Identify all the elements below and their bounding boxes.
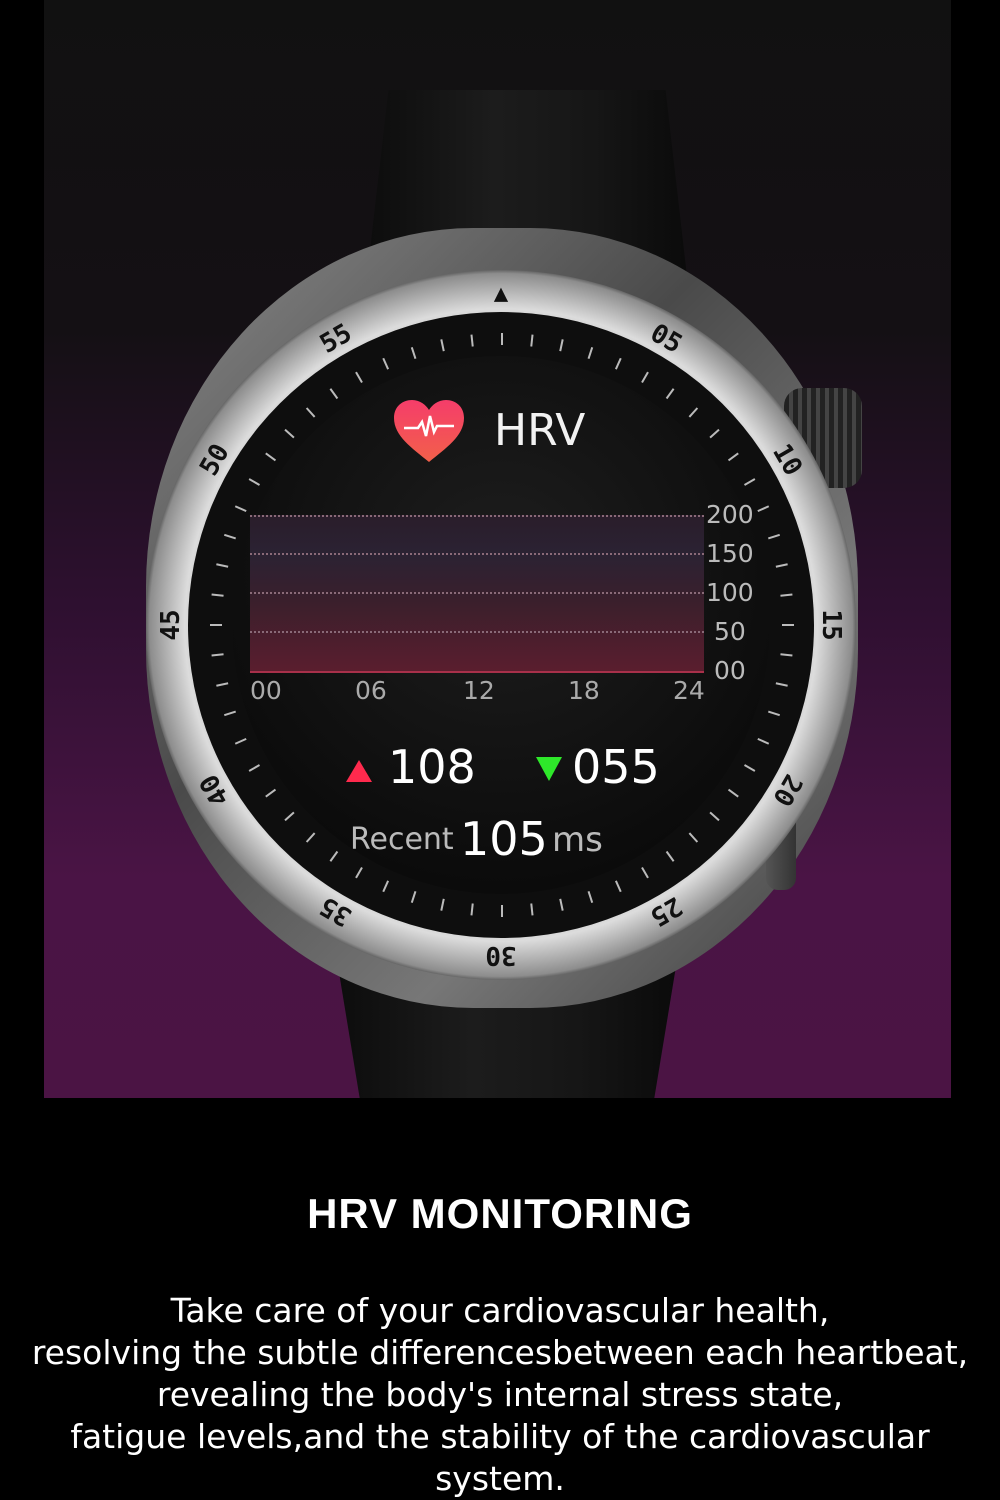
headline: HRV MONITORING	[307, 1190, 693, 1237]
grid-line	[250, 553, 704, 555]
max-arrow-up-icon	[346, 760, 372, 782]
description-line: resolving the subtle differencesbetween …	[31, 1333, 969, 1372]
minute-tick	[782, 624, 794, 626]
x-tick-label: 12	[463, 676, 495, 705]
description-line: Take care of your cardiovascular health,	[170, 1291, 830, 1330]
minute-tick	[501, 905, 503, 917]
description-line: revealing the body's internal stress sta…	[156, 1375, 844, 1414]
recent-value: 105	[460, 812, 548, 866]
bezel-number: 15	[816, 609, 846, 641]
y-tick-label: 100	[706, 578, 754, 607]
max-value: 108	[388, 740, 476, 794]
x-tick-label: 18	[568, 676, 600, 705]
product-image-panel: ▲ 05 10 15 20 25 30 35 40 45 50 55 HRV 200 150 100 …	[44, 0, 951, 1098]
description-line: system.	[435, 1459, 565, 1498]
x-tick-label: 24	[673, 676, 705, 705]
screen-title: HRV	[494, 405, 586, 456]
recent-unit: ms	[552, 820, 603, 860]
bezel-number: 45	[156, 609, 186, 641]
grid-line	[250, 592, 704, 594]
minute-tick	[501, 333, 503, 345]
grid-line	[250, 631, 704, 633]
recent-label: Recent	[350, 822, 454, 857]
heart-pulse-icon	[394, 400, 464, 462]
y-tick-label: 50	[714, 617, 746, 646]
min-arrow-down-icon	[536, 757, 562, 781]
bezel-triangle-marker: ▲	[493, 279, 509, 307]
minute-tick	[210, 624, 222, 626]
x-tick-label: 06	[355, 676, 387, 705]
bezel-number: 30	[485, 940, 517, 970]
min-value: 055	[572, 740, 660, 794]
grid-line	[250, 515, 704, 517]
x-tick-label: 00	[250, 676, 282, 705]
description: Take care of your cardiovascular health,…	[0, 1290, 1000, 1500]
description-line: fatigue levels,and the stability of the …	[70, 1417, 930, 1456]
y-tick-label: 00	[714, 656, 746, 685]
y-tick-label: 150	[706, 539, 754, 568]
y-tick-label: 200	[706, 500, 754, 529]
hrv-chart-plot	[250, 515, 704, 673]
